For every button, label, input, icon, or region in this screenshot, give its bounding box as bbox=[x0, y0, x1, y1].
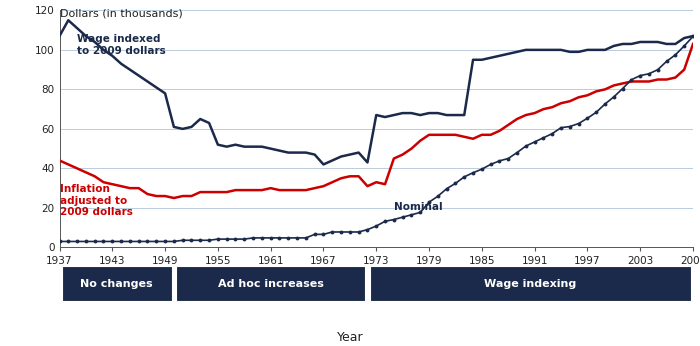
Text: Year: Year bbox=[337, 331, 363, 344]
Text: Ad hoc increases: Ad hoc increases bbox=[218, 279, 323, 289]
Text: Nominal: Nominal bbox=[394, 202, 442, 212]
Text: Dollars (in thousands): Dollars (in thousands) bbox=[60, 9, 182, 19]
Text: Wage indexed
to 2009 dollars: Wage indexed to 2009 dollars bbox=[77, 34, 166, 56]
Text: No changes: No changes bbox=[80, 279, 153, 289]
Text: Wage indexing: Wage indexing bbox=[484, 279, 576, 289]
Text: Inflation
adjusted to
2009 dollars: Inflation adjusted to 2009 dollars bbox=[60, 184, 132, 217]
